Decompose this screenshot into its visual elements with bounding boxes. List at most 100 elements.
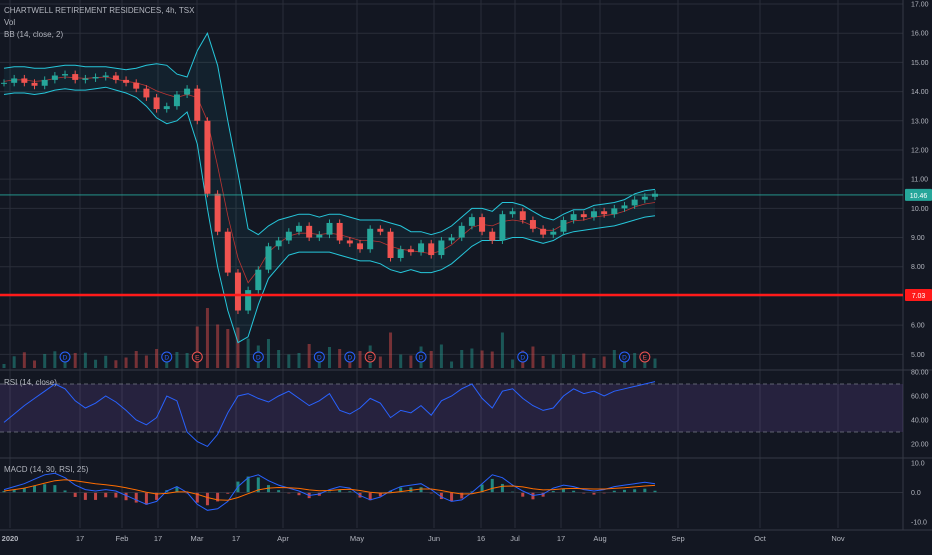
macd-histogram-bar — [389, 490, 393, 493]
candle-body — [397, 249, 404, 258]
dividend-marker — [313, 351, 325, 363]
date-axis-label: 2020 — [2, 534, 19, 543]
macd-histogram-bar — [338, 489, 342, 493]
volume-bar — [500, 332, 504, 368]
candle-body — [509, 211, 516, 215]
candle-body — [611, 208, 618, 215]
volume-bar — [470, 348, 474, 368]
date-axis-label: May — [350, 534, 364, 543]
event-marker-letter: E — [643, 355, 648, 362]
volume-bar — [602, 356, 606, 368]
volume-indicator-label[interactable]: Vol — [4, 18, 16, 27]
candle-body — [51, 75, 58, 80]
volume-bar — [226, 329, 230, 368]
volume-bar — [2, 364, 6, 368]
volume-bar — [287, 354, 291, 368]
macd-histogram-bar — [378, 492, 382, 497]
volume-bar — [216, 324, 220, 368]
volume-bar — [541, 356, 545, 368]
volume-bar — [450, 361, 454, 368]
event-marker-letter: D — [347, 355, 352, 362]
volume-bar — [389, 332, 393, 368]
candle-body — [601, 211, 608, 215]
volume-bar — [155, 349, 159, 368]
volume-bar — [94, 359, 98, 368]
event-marker-letter: D — [63, 355, 68, 362]
volume-bar — [307, 344, 311, 368]
date-axis-label: Oct — [754, 534, 767, 543]
volume-bar — [551, 354, 555, 368]
volume-bar — [104, 355, 108, 368]
chart-title: CHARTWELL RETIREMENT RESIDENCES, 4h, TSX — [4, 6, 195, 15]
candle-body — [11, 78, 18, 83]
event-marker-letter: D — [164, 355, 169, 362]
bollinger-upper-band — [3, 31, 656, 236]
candle-body — [458, 225, 465, 238]
macd-histogram-bar — [633, 489, 637, 493]
volume-bar — [114, 360, 118, 368]
earnings-marker — [364, 351, 376, 363]
candle-body — [540, 228, 547, 235]
macd-histogram-bar — [348, 491, 352, 493]
macd-histogram-bar — [450, 492, 454, 502]
macd-histogram-bar — [643, 488, 647, 493]
candle-body — [306, 225, 313, 238]
candle-body — [82, 78, 89, 80]
candle-body — [590, 211, 597, 218]
support-price-tag — [905, 289, 932, 302]
price-axis-label: 16.00 — [911, 31, 929, 38]
candle-body — [468, 217, 475, 226]
volume-bar — [185, 353, 189, 368]
candle-body — [112, 75, 119, 80]
rsi-band-fill — [0, 384, 903, 432]
candle-body — [631, 199, 638, 206]
candle-body — [438, 240, 445, 256]
candle-body — [580, 214, 587, 218]
candle-body — [163, 106, 170, 110]
volume-bar — [12, 356, 16, 368]
dividend-marker — [618, 351, 630, 363]
rsi-line — [3, 381, 656, 448]
candle-body — [245, 290, 252, 311]
volume-bar — [205, 308, 209, 368]
macd-histogram-bar — [480, 484, 484, 493]
candle-body — [92, 76, 99, 79]
macd-histogram-bar — [460, 492, 464, 499]
event-marker-letter: D — [317, 355, 322, 362]
candle-body — [184, 88, 191, 95]
candle-body — [377, 228, 384, 232]
candle-body — [153, 97, 160, 110]
macd-histogram-bar — [399, 487, 403, 493]
macd-histogram-bar — [561, 488, 565, 493]
candle-body — [295, 225, 302, 232]
price-axis-label: 17.00 — [911, 2, 929, 9]
event-marker-letter: E — [368, 355, 373, 362]
candle-body — [499, 214, 506, 241]
candle-body — [41, 79, 48, 86]
macd-histogram-bar — [205, 492, 209, 506]
macd-histogram-bar — [622, 489, 626, 493]
volume-bar — [33, 360, 37, 368]
candle-body — [224, 231, 231, 273]
candle-body — [418, 243, 425, 253]
volume-bar — [236, 327, 240, 368]
rsi-indicator-label[interactable]: RSI (14, close) — [4, 378, 57, 387]
bollinger-indicator-label[interactable]: BB (14, close, 2) — [4, 30, 64, 39]
price-axis-label: 10.00 — [911, 206, 929, 213]
candle-body — [173, 94, 180, 107]
macd-indicator-label[interactable]: MACD (14, 30, RSI, 25) — [4, 465, 89, 474]
candle-body — [255, 269, 262, 291]
date-axis-label: 17 — [76, 534, 84, 543]
macd-histogram-bar — [175, 487, 179, 493]
event-marker-letter: D — [256, 355, 261, 362]
volume-bar — [622, 359, 626, 368]
price-axis-label: 6.00 — [911, 323, 925, 330]
macd-histogram-bar — [328, 491, 331, 493]
macd-histogram-bar — [114, 492, 118, 498]
candle-body — [214, 193, 221, 232]
event-marker-letter: D — [622, 355, 627, 362]
candle-body — [570, 214, 577, 221]
volume-bar — [175, 352, 179, 368]
